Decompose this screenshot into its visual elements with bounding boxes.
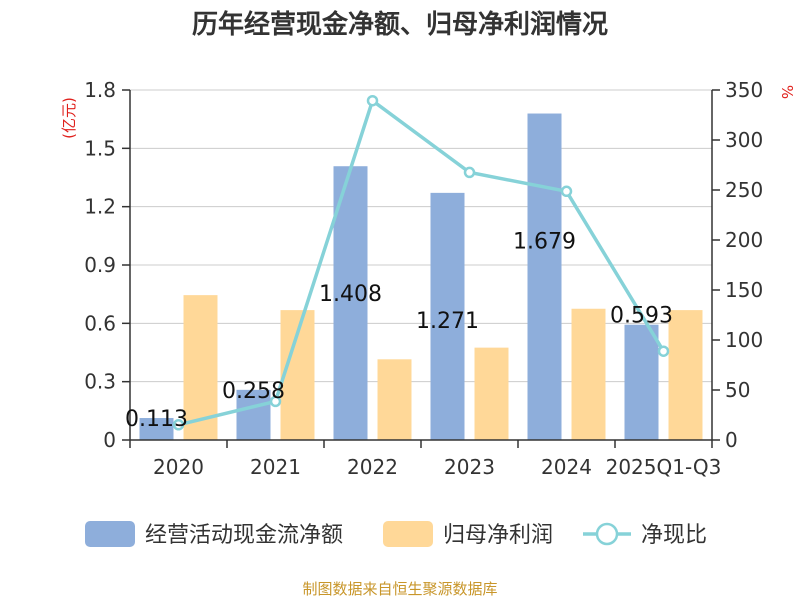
chart-title: 历年经营现金净额、归母净利润情况 bbox=[192, 9, 608, 40]
x-axis-tick-label: 2021 bbox=[250, 455, 301, 479]
cashflow-bar bbox=[430, 192, 465, 440]
legend: 经营活动现金流净额 归母净利润 净现比 bbox=[85, 521, 707, 548]
ratio-point bbox=[172, 419, 185, 431]
grid-lines bbox=[130, 89, 712, 383]
legend-net-profit-item: 归母净利润 bbox=[383, 521, 553, 548]
left-axis-tick-label: 1.5 bbox=[84, 136, 116, 160]
cashflow-bar bbox=[333, 166, 368, 440]
right-axis-tick-label: 0 bbox=[725, 428, 738, 452]
left-axis-tick-label: 0.9 bbox=[84, 253, 116, 277]
left-axis-tick-label: 0 bbox=[103, 428, 116, 452]
bars bbox=[139, 113, 703, 441]
right-axis-tick-label: 200 bbox=[725, 228, 763, 252]
cashflow-bar bbox=[624, 324, 659, 440]
legend-cashflow-label: 经营活动现金流净额 bbox=[145, 523, 343, 548]
legend-net-profit-label: 归母净利润 bbox=[443, 523, 553, 548]
left-axis-unit: (亿元) bbox=[60, 97, 78, 139]
x-axis-tick-label: 2020 bbox=[153, 455, 204, 479]
right-axis-tick-label: 350 bbox=[725, 78, 763, 102]
data-label: 1.408 bbox=[319, 282, 382, 307]
x-axis-tick-label: 2022 bbox=[347, 455, 398, 479]
legend-cashflow-item: 经营活动现金流净额 bbox=[85, 521, 343, 548]
left-axis-tick-label: 0.3 bbox=[84, 370, 116, 394]
ratio-point bbox=[657, 345, 670, 357]
data-label: 1.679 bbox=[513, 230, 576, 255]
legend-ratio-item: 净现比 bbox=[583, 522, 707, 548]
net-profit-bar bbox=[668, 310, 703, 440]
right-axis-tick-label: 300 bbox=[725, 128, 763, 152]
x-axis-tick-label: 2025Q1-Q3 bbox=[606, 455, 722, 479]
source-note: 制图数据来自恒生聚源数据库 bbox=[302, 580, 497, 598]
cashflow-bar bbox=[236, 389, 271, 440]
right-axis-unit: % bbox=[778, 85, 796, 99]
data-label: 0.593 bbox=[610, 304, 673, 329]
ratio-point bbox=[463, 166, 476, 179]
data-labels: 0.113 0.258 1.408 1.271 1.679 0.593 bbox=[125, 230, 673, 433]
ratio-point bbox=[560, 185, 573, 198]
data-label: 0.258 bbox=[222, 379, 285, 404]
data-label: 1.271 bbox=[416, 309, 479, 334]
ratio-line-path bbox=[178, 97, 665, 427]
legend-ratio-swatch-marker bbox=[595, 522, 619, 546]
left-axis-tick-label: 1.2 bbox=[84, 195, 116, 219]
ratio-point bbox=[269, 395, 282, 408]
cashflow-bar bbox=[139, 418, 174, 440]
net-profit-bar bbox=[377, 359, 412, 440]
left-axis-tick-label: 0.6 bbox=[84, 311, 116, 335]
ratio-point bbox=[366, 94, 379, 107]
right-axis-tick-label: 150 bbox=[725, 278, 763, 302]
net-profit-bar bbox=[474, 347, 509, 440]
right-axis-tick-label: 100 bbox=[725, 328, 763, 352]
legend-ratio-label: 净现比 bbox=[641, 523, 707, 548]
legend-net-profit-swatch bbox=[383, 521, 433, 547]
cashflow-bar bbox=[527, 113, 562, 441]
net-profit-bar bbox=[571, 308, 606, 440]
right-axis-tick-label: 50 bbox=[725, 378, 750, 402]
ratio-line bbox=[172, 94, 670, 431]
x-axis-tick-label: 2024 bbox=[541, 455, 592, 479]
x-axis-tick-label: 2023 bbox=[444, 455, 495, 479]
right-axis-tick-label: 250 bbox=[725, 178, 763, 202]
left-axis-tick-label: 1.8 bbox=[84, 78, 116, 102]
axes: 0 0.3 0.6 0.9 1.2 1.5 1.8 0 50 100 150 200 250 300 350… bbox=[84, 78, 763, 479]
legend-cashflow-swatch bbox=[85, 521, 135, 547]
data-label: 0.113 bbox=[125, 407, 188, 432]
